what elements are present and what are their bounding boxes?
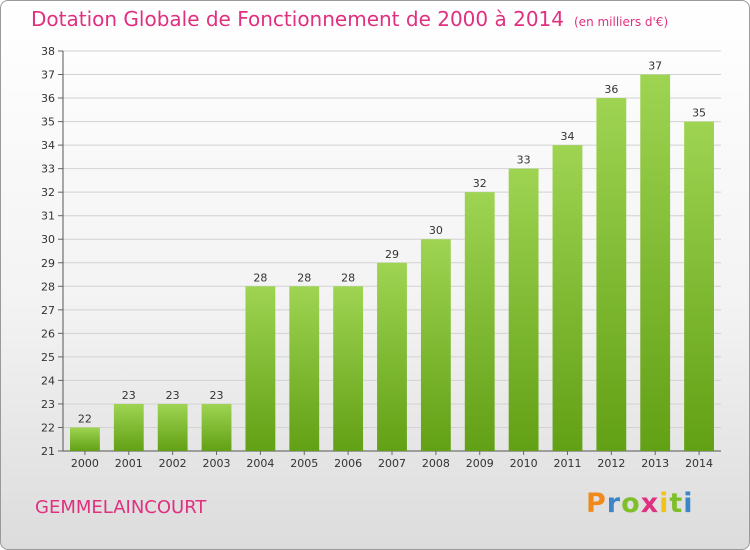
y-tick-label: 33 [41,163,55,176]
bar-value-label: 28 [297,271,311,284]
chart-title-text: Dotation Globale de Fonctionnement de 20… [31,7,564,31]
y-tick-label: 25 [41,351,55,364]
bar [596,98,627,451]
x-tick-label: 2009 [466,457,494,470]
y-tick-label: 29 [41,257,55,270]
chart-title: Dotation Globale de Fonctionnement de 20… [31,7,668,31]
bar [157,403,188,451]
x-tick-label: 2012 [597,457,625,470]
y-tick-label: 35 [41,116,55,129]
bar [552,145,583,451]
bar [377,262,407,451]
bar-value-label: 35 [692,107,706,120]
bar [245,286,276,451]
commune-name: GEMMELAINCOURT [35,497,207,518]
bar-value-label: 23 [166,389,180,402]
x-tick-label: 2011 [553,457,581,470]
bar [508,168,539,451]
bar-value-label: 28 [341,271,355,284]
x-tick-label: 2006 [334,457,362,470]
bar [289,286,320,451]
x-tick-label: 2004 [246,457,274,470]
bar-value-label: 36 [604,83,618,96]
bar [684,121,714,452]
x-tick-label: 2003 [203,457,231,470]
bar [420,239,451,451]
y-tick-label: 31 [41,210,55,223]
y-tick-label: 23 [41,398,55,411]
y-tick-label: 24 [41,374,55,387]
y-tick-label: 30 [41,233,55,246]
logo-letter: P [586,488,607,519]
bar-value-label: 23 [210,389,224,402]
bar-value-label: 23 [122,389,136,402]
x-tick-label: 2013 [641,457,669,470]
bar-value-label: 37 [648,60,662,73]
y-tick-label: 37 [41,69,55,82]
y-tick-label: 38 [41,45,55,58]
bar [464,192,495,452]
proxiti-logo: Proxiti [586,488,694,519]
bar-value-label: 34 [560,130,574,143]
bar-value-label: 22 [78,412,92,425]
x-tick-label: 2002 [159,457,187,470]
bar-value-label: 33 [517,154,531,167]
y-tick-label: 28 [41,280,55,293]
x-tick-label: 2014 [685,457,713,470]
x-tick-label: 2005 [290,457,318,470]
bar [70,427,100,451]
logo-letter: x [640,488,660,519]
bar-value-label: 28 [253,271,267,284]
y-tick-label: 32 [41,186,55,199]
y-tick-label: 27 [41,304,55,317]
logo-letter: o [621,488,641,519]
bar [640,74,671,451]
bar [201,403,232,451]
y-tick-label: 36 [41,92,55,105]
logo-letter: t [669,488,684,519]
y-tick-label: 22 [41,421,55,434]
bar [113,403,144,451]
logo-letter: i [683,488,694,519]
x-tick-label: 2010 [510,457,538,470]
logo-letter: r [606,488,622,519]
x-tick-label: 2008 [422,457,450,470]
bar [333,286,364,451]
logo-letter: i [659,488,670,519]
bar-value-label: 32 [473,177,487,190]
y-tick-label: 34 [41,139,55,152]
y-tick-label: 26 [41,327,55,340]
bar-value-label: 29 [385,248,399,261]
bar-value-label: 30 [429,224,443,237]
x-tick-label: 2007 [378,457,406,470]
x-tick-label: 2000 [71,457,99,470]
x-tick-label: 2001 [115,457,143,470]
chart-subtitle: (en milliers d'€) [574,15,669,29]
y-tick-label: 21 [41,445,55,458]
